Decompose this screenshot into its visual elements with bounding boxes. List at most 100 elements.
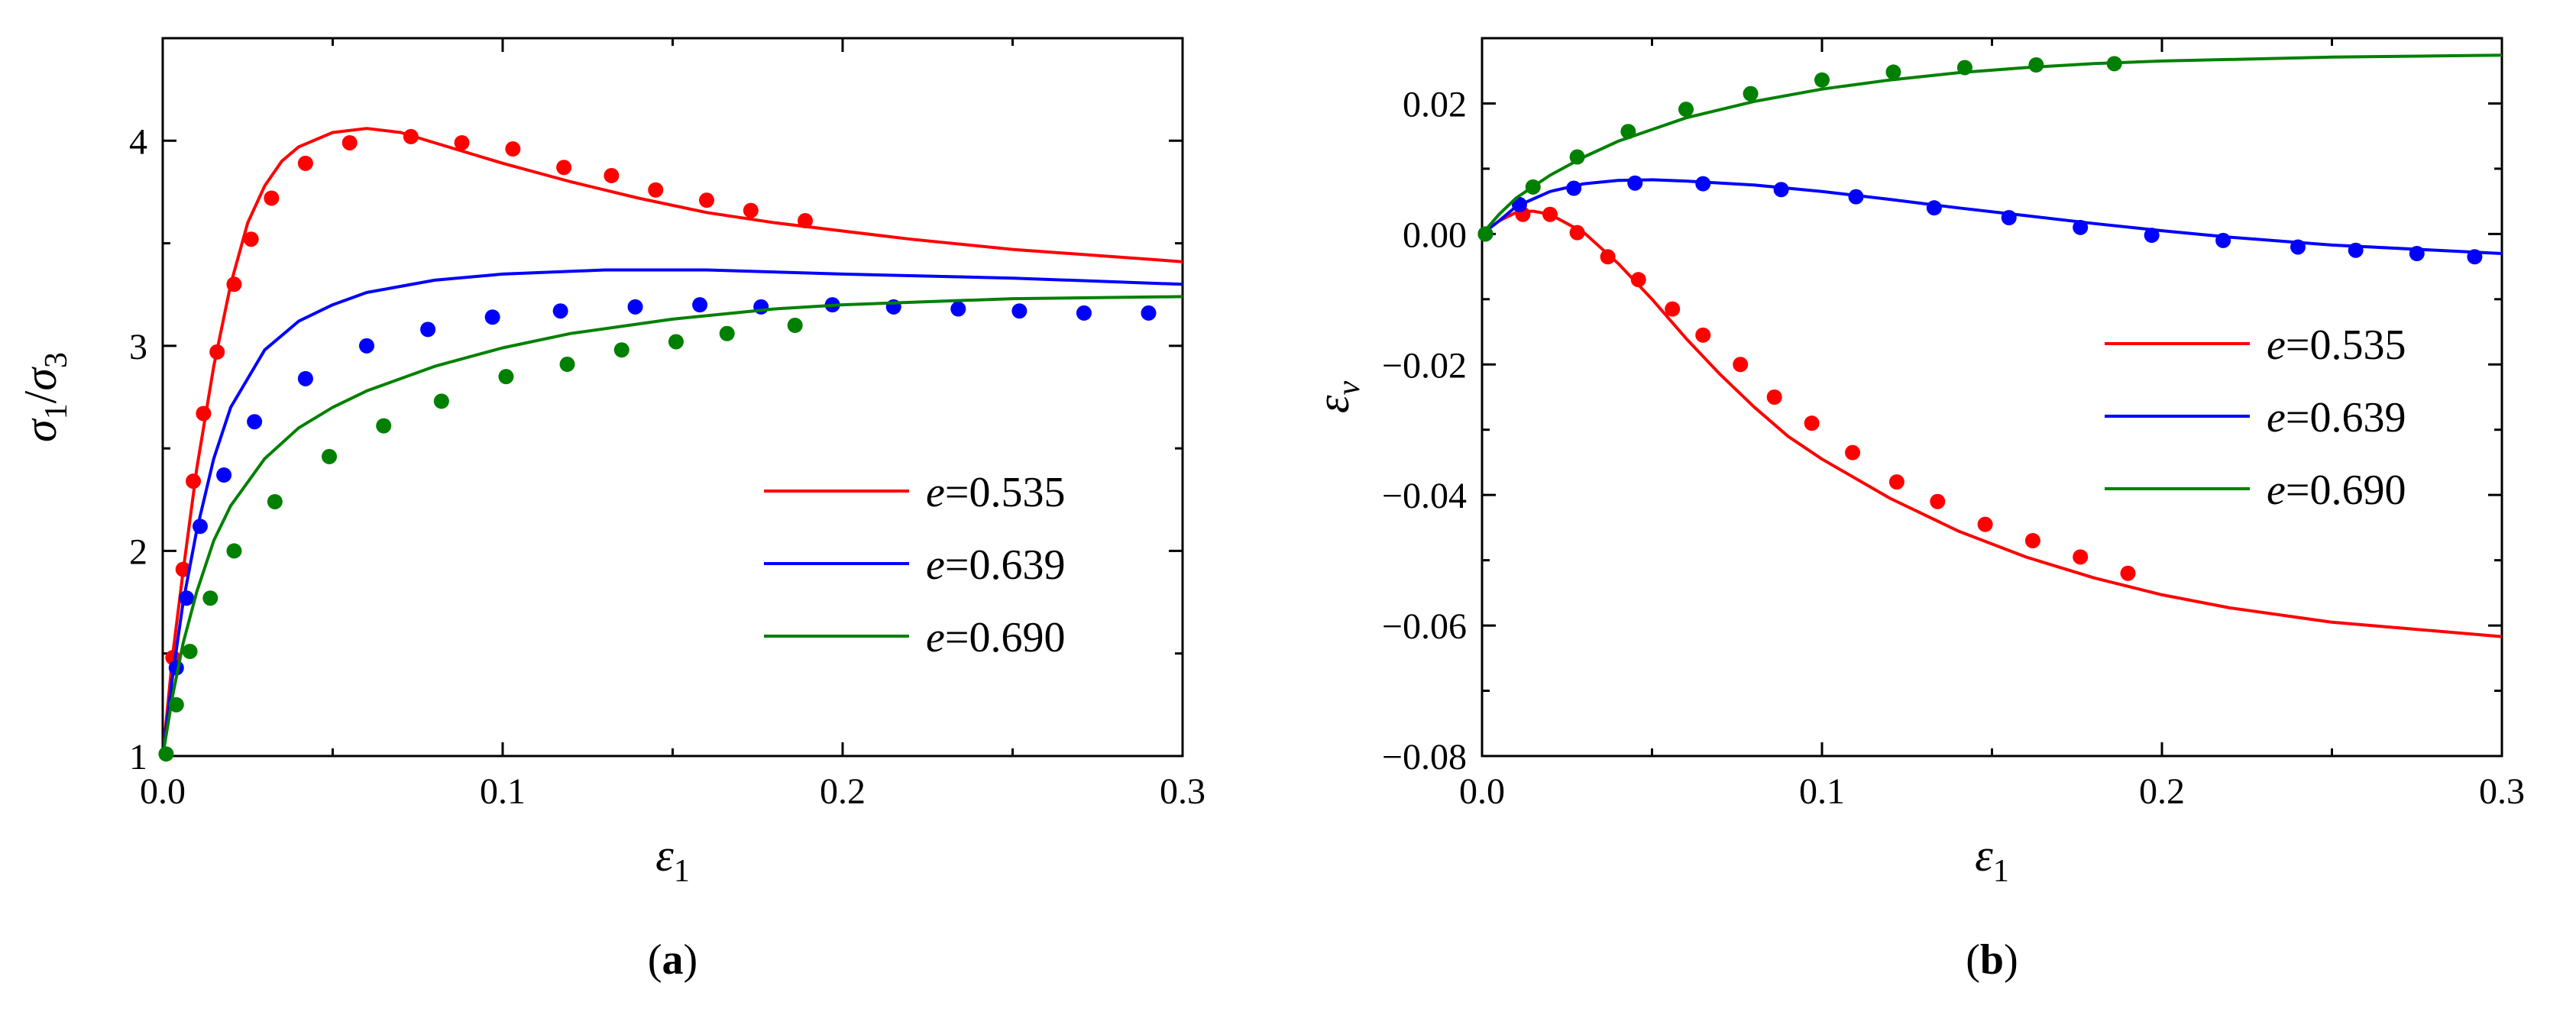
data-point — [627, 299, 643, 315]
panel-label-close: ) — [2004, 936, 2018, 984]
data-point — [1665, 301, 1681, 317]
x-tick-label: 0.0 — [140, 771, 186, 812]
legend-label-value: =0.535 — [2286, 322, 2406, 369]
x-tick-label: 0.1 — [1799, 771, 1845, 812]
data-point — [2073, 549, 2089, 565]
data-point — [1845, 444, 1861, 460]
data-point — [2290, 239, 2306, 255]
legend-label: e=0.639 — [926, 541, 1065, 589]
data-point — [1678, 102, 1694, 118]
data-point — [243, 231, 259, 247]
data-point — [692, 297, 708, 313]
data-point — [1566, 180, 1582, 196]
y-axis-title-slash: / — [15, 390, 66, 403]
y-tick-label: 0.02 — [1403, 84, 1467, 124]
data-point — [1011, 303, 1027, 319]
data-point — [359, 338, 374, 354]
y-axis-title-symbol: σ — [15, 367, 66, 391]
data-point — [1848, 189, 1864, 205]
x-axis-title: ε1 — [655, 830, 690, 889]
data-point — [454, 134, 470, 150]
data-point — [267, 493, 283, 509]
y-axis-title-subscript: v — [1332, 381, 1367, 396]
data-point — [556, 160, 572, 176]
y-tick-label: 0.00 — [1403, 215, 1467, 255]
data-point — [226, 276, 242, 292]
data-point — [182, 644, 198, 660]
data-point — [202, 590, 218, 606]
data-point — [1542, 206, 1558, 222]
y-axis-title: εv — [1308, 381, 1367, 414]
legend-label-symbol: e — [2267, 467, 2286, 514]
data-point — [2001, 210, 2017, 225]
data-point — [1804, 415, 1820, 431]
data-point — [1695, 176, 1711, 192]
y-tick-label: −0.02 — [1382, 345, 1467, 386]
legend-label: e=0.639 — [2267, 394, 2406, 441]
data-point — [1773, 182, 1789, 198]
data-point — [1477, 226, 1493, 242]
data-point — [175, 561, 191, 577]
data-point — [613, 342, 629, 358]
data-point — [2215, 232, 2231, 248]
data-point — [1814, 72, 1830, 88]
data-point — [699, 192, 714, 208]
panel-label-open: ( — [1966, 936, 1980, 984]
x-tick-label: 0.0 — [1459, 771, 1505, 812]
data-point — [559, 357, 575, 373]
y-tick-label: 2 — [129, 532, 147, 572]
y-axis-title-subscript: 1 — [39, 403, 74, 419]
data-point — [743, 202, 759, 218]
y-tick-label: −0.06 — [1382, 606, 1467, 647]
data-point — [2120, 565, 2136, 581]
data-point — [1956, 60, 1972, 76]
panel-b-chart: 0.0 0.1 0.2 0.3 0.02 0.00 −0.02 −0.04 −0.06 −0.08… — [1308, 37, 2525, 984]
data-point — [420, 322, 436, 338]
x-tick-label: 0.3 — [2479, 771, 2525, 812]
data-point — [950, 301, 966, 317]
data-point — [2144, 228, 2160, 244]
data-point — [787, 318, 803, 333]
data-point — [2467, 249, 2483, 265]
data-point — [1630, 272, 1646, 288]
data-point — [264, 190, 280, 206]
legend-label-value: =0.690 — [2286, 467, 2406, 514]
data-point — [1695, 327, 1711, 343]
panel-label-open: ( — [648, 936, 662, 984]
data-point — [1885, 64, 1901, 80]
data-point — [552, 303, 568, 319]
data-point — [341, 134, 358, 150]
data-point — [1743, 86, 1759, 102]
data-point — [1511, 196, 1527, 212]
data-point — [192, 519, 208, 535]
legend-label-value: =0.535 — [945, 469, 1066, 516]
series-line-2 — [163, 295, 1183, 756]
data-point — [1600, 249, 1616, 265]
data-point — [2028, 57, 2044, 73]
data-point — [1525, 179, 1541, 195]
x-axis-title-symbol: ε — [1975, 830, 1993, 881]
data-point — [158, 746, 174, 762]
series-line-1 — [1482, 178, 2502, 255]
legend-label-symbol: e — [2267, 322, 2286, 369]
x-tick-label: 0.2 — [2139, 771, 2185, 812]
data-point — [2106, 56, 2122, 72]
data-point — [226, 543, 242, 559]
data-point — [376, 418, 392, 434]
data-point — [604, 167, 620, 183]
data-point — [179, 590, 195, 606]
data-point — [297, 370, 313, 386]
series-line-1 — [163, 268, 1183, 756]
y-axis-title-symbol: ε — [1308, 395, 1358, 413]
data-point — [1926, 200, 1942, 216]
data-point — [2024, 533, 2040, 548]
panel-label-letter: b — [1980, 936, 2004, 984]
y-tick-label: 4 — [129, 121, 147, 162]
x-axis-title-subscript: 1 — [674, 854, 690, 889]
legend-label-symbol: e — [2267, 394, 2286, 441]
x-axis-title-subscript: 1 — [1993, 854, 2009, 889]
panel-label: (b) — [1966, 936, 2018, 984]
x-tick-label: 0.1 — [480, 771, 526, 812]
x-tick-label: 0.3 — [1160, 771, 1205, 812]
